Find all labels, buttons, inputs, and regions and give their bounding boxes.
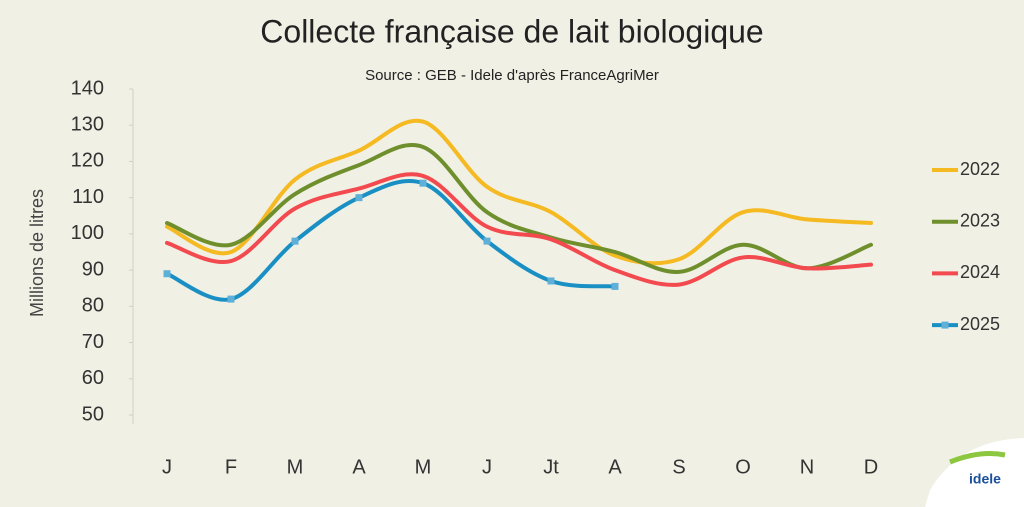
- y-axis-label: Millions de litres: [27, 189, 47, 317]
- point-marker: [227, 295, 235, 303]
- y-tick-label: 110: [72, 186, 104, 208]
- series-line: [165, 118, 873, 266]
- y-tick-label: 80: [82, 295, 104, 317]
- logo-swoosh: [949, 451, 1006, 465]
- legend-label: 2023: [960, 210, 1000, 230]
- x-tick-label: A: [608, 456, 622, 478]
- legend-label: 2024: [960, 262, 1000, 282]
- y-tick-label: 130: [71, 114, 104, 136]
- x-tick-label: Jt: [543, 456, 559, 478]
- y-tick-label: 120: [71, 150, 104, 172]
- x-tick-label: O: [735, 456, 751, 478]
- point-marker: [355, 194, 363, 202]
- series-line: [165, 178, 617, 302]
- legend-marker: [941, 321, 949, 329]
- point-marker: [611, 282, 619, 290]
- series-line: [165, 172, 873, 287]
- point-marker: [163, 270, 171, 278]
- chart-subtitle: Source : GEB - Idele d'après FranceAgriM…: [365, 67, 659, 84]
- point-marker: [291, 237, 299, 245]
- chart-title: Collecte française de lait biologique: [260, 13, 763, 49]
- y-tick-label: 100: [71, 222, 104, 244]
- x-tick-label: N: [800, 456, 814, 478]
- x-tick-label: J: [482, 456, 492, 478]
- y-tick-label: 70: [82, 331, 104, 353]
- x-tick-label: F: [225, 456, 237, 478]
- point-marker: [419, 179, 427, 187]
- legend-label: 2025: [960, 314, 1000, 334]
- logo-text: idele: [969, 471, 1001, 487]
- legend-label: 2022: [960, 159, 1000, 179]
- x-tick-label: S: [672, 456, 685, 478]
- logo: idele: [925, 438, 1024, 507]
- x-tick-label: M: [287, 456, 304, 478]
- x-tick-label: J: [162, 456, 172, 478]
- x-tick-label: A: [352, 456, 366, 478]
- y-tick-label: 60: [82, 367, 104, 389]
- point-marker: [547, 277, 555, 285]
- x-tick-label: D: [864, 456, 878, 478]
- y-tick-label: 90: [82, 258, 104, 280]
- point-marker: [483, 237, 491, 245]
- series-line: [165, 143, 873, 274]
- x-tick-label: M: [415, 456, 432, 478]
- y-tick-label: 140: [71, 77, 104, 99]
- y-tick-label: 50: [82, 403, 104, 425]
